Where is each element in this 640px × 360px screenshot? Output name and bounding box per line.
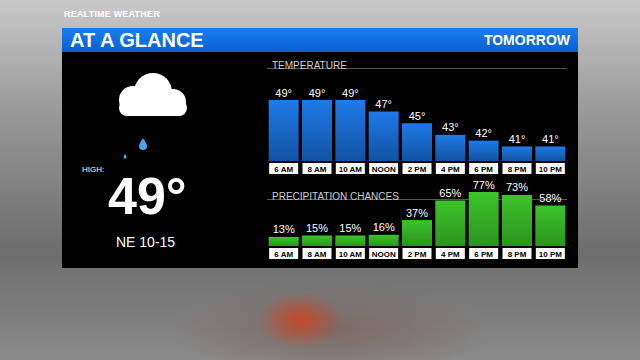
svg-text:2 PM: 2 PM — [408, 250, 427, 259]
svg-text:10 AM: 10 AM — [339, 165, 363, 174]
svg-text:NOON: NOON — [372, 165, 396, 174]
html-text:NE 10-15: NE 10-15 — [116, 234, 176, 250]
svg-text:41°: 41° — [509, 133, 526, 145]
svg-text:73%: 73% — [506, 181, 528, 193]
svg-text:4 PM: 4 PM — [441, 250, 460, 259]
svg-text:13%: 13% — [273, 223, 295, 235]
svg-text:49°: 49° — [342, 87, 359, 99]
svg-text:6 AM: 6 AM — [274, 165, 293, 174]
svg-text:TEMPERATURE: TEMPERATURE — [272, 60, 347, 71]
svg-text:6 AM: 6 AM — [274, 250, 293, 259]
svg-text:4 PM: 4 PM — [441, 165, 460, 174]
html-text:49°: 49° — [108, 167, 187, 225]
svg-text:41°: 41° — [542, 133, 559, 145]
svg-text:15%: 15% — [306, 222, 328, 234]
svg-text:8 AM: 8 AM — [308, 165, 327, 174]
svg-text:58%: 58% — [539, 192, 561, 204]
svg-text:8 PM: 8 PM — [508, 165, 527, 174]
svg-text:47°: 47° — [375, 98, 392, 110]
svg-text:10 AM: 10 AM — [339, 250, 363, 259]
svg-text:10 PM: 10 PM — [539, 165, 562, 174]
svg-text:8 PM: 8 PM — [508, 250, 527, 259]
svg-text:42°: 42° — [475, 127, 492, 139]
svg-text:NOON: NOON — [372, 250, 396, 259]
svg-text:49°: 49° — [309, 87, 326, 99]
svg-text:77%: 77% — [473, 179, 495, 191]
svg-text:10 PM: 10 PM — [539, 250, 562, 259]
svg-text:49°: 49° — [275, 87, 292, 99]
svg-text:2 PM: 2 PM — [408, 165, 427, 174]
svg-text:16%: 16% — [373, 221, 395, 233]
svg-text:8 AM: 8 AM — [308, 250, 327, 259]
svg-text:15%: 15% — [339, 222, 361, 234]
html-text:TOMORROW: TOMORROW — [483, 32, 570, 48]
svg-text:43°: 43° — [442, 121, 459, 133]
html-text:AT A GLANCE: AT A GLANCE — [70, 29, 204, 51]
svg-text:65%: 65% — [439, 187, 461, 199]
html-text:REALTIME WEATHER: REALTIME WEATHER — [64, 9, 160, 19]
html-text:HIGH:: HIGH: — [82, 165, 105, 174]
svg-text:45°: 45° — [409, 110, 426, 122]
svg-text:PRECIPITATION CHANCES: PRECIPITATION CHANCES — [272, 191, 399, 202]
svg-text:37%: 37% — [406, 207, 428, 219]
svg-text:6 PM: 6 PM — [474, 165, 493, 174]
svg-text:6 PM: 6 PM — [474, 250, 493, 259]
